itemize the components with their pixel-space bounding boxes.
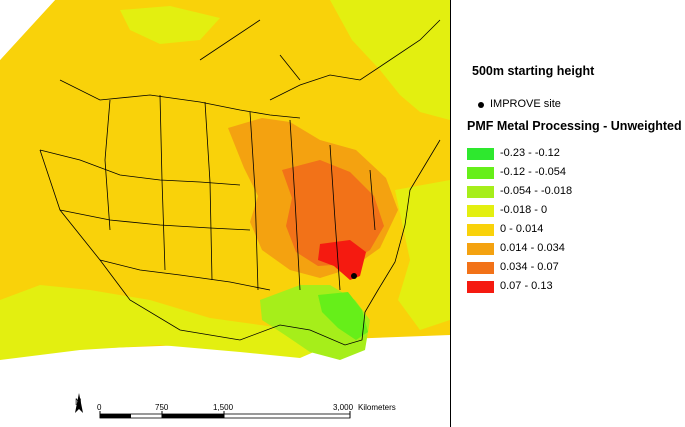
panel-divider <box>450 0 451 427</box>
legend-swatch <box>467 224 494 236</box>
legend-label: 0.034 - 0.07 <box>500 261 559 273</box>
scale-bar <box>99 411 351 419</box>
field-high-georgia <box>318 240 366 280</box>
improve-site-legend-dot <box>478 102 484 108</box>
improve-site-legend-label: IMPROVE site <box>490 98 561 110</box>
field-elevated <box>282 160 384 266</box>
field-negative-florida <box>318 292 368 340</box>
legend-label: 0 - 0.014 <box>500 223 544 235</box>
boundary-lines <box>39 19 441 346</box>
scale-unit: Kilometers <box>358 403 396 412</box>
legend-swatch <box>467 186 494 198</box>
scale-tick-2: 1,500 <box>213 403 234 412</box>
field-slightly-negative-north <box>120 6 220 44</box>
legend-label: -0.054 - -0.018 <box>500 185 573 197</box>
legend-title: PMF Metal Processing - Unweighted <box>467 119 682 133</box>
legend-swatch <box>467 205 494 217</box>
north-arrow-label: N <box>75 397 82 407</box>
scale-tick-0: 0 <box>97 403 102 412</box>
height-title: 500m starting height <box>472 64 595 78</box>
legend-label: -0.23 - -0.12 <box>500 147 560 159</box>
legend-swatch <box>467 281 494 293</box>
map-panel[interactable]: N 0 750 1,500 3,000 Kilometers <box>0 0 450 427</box>
scale-tick-3: 3,000 <box>333 403 354 412</box>
map-corner-blank <box>0 0 55 60</box>
legend-swatch <box>467 148 494 160</box>
map-outer-blank <box>0 395 450 427</box>
legend-label: -0.12 - -0.054 <box>500 166 567 178</box>
legend-swatch <box>467 243 494 255</box>
legend-label: 0.07 - 0.13 <box>500 280 553 292</box>
concentration-map: N 0 750 1,500 3,000 Kilometers <box>0 0 450 427</box>
north-arrow <box>75 393 83 413</box>
legend-label: 0.014 - 0.034 <box>500 242 565 254</box>
field-slightly-negative-east <box>395 180 450 330</box>
legend-swatch <box>467 167 494 179</box>
legend-label: -0.018 - 0 <box>500 204 548 216</box>
field-slightly-negative-west <box>0 285 330 360</box>
scale-tick-1: 750 <box>155 403 169 412</box>
legend-swatch <box>467 262 494 274</box>
improve-site-marker <box>351 273 357 279</box>
